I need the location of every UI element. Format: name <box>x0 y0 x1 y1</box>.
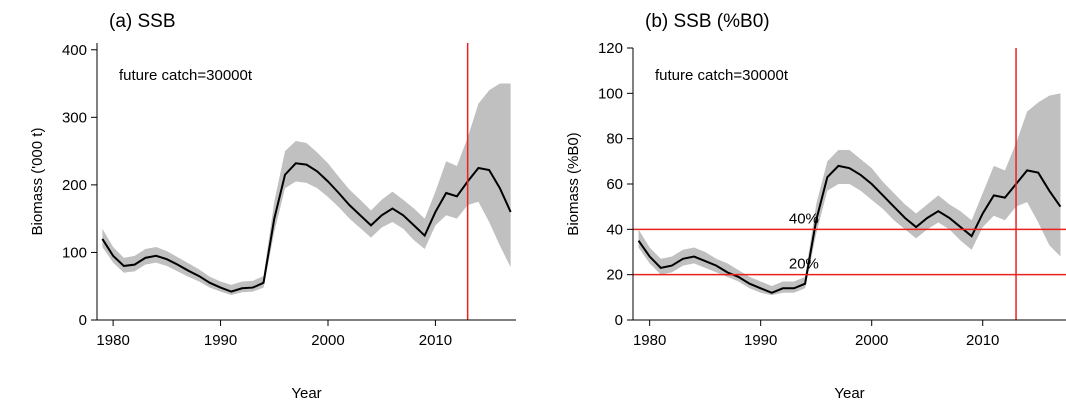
x-tick-label: 1980 <box>96 332 129 349</box>
panel: 0 100 200 300 400 1980 1990 2000 2010 (a) SSB futu… <box>29 11 516 402</box>
y-tick-label: 400 <box>62 42 87 59</box>
panel: 40% 20% 0 20 40 60 80 100 120 1980 1990 2000 2010 (b)… <box>565 11 1066 402</box>
series-line <box>637 164 1062 294</box>
y-tick-label: 40 <box>606 221 623 238</box>
y-tick-label: 120 <box>598 40 623 57</box>
y-tick-label: 100 <box>62 244 87 261</box>
y-tick-label: 100 <box>598 85 623 102</box>
uncertainty-band <box>102 83 511 296</box>
y-axis-title: Biomass ('000 t) <box>29 128 46 236</box>
reference-label: 20% <box>789 256 819 273</box>
x-tick-label: 2000 <box>311 332 344 349</box>
annotation: future catch=30000t <box>119 67 253 84</box>
y-tick-label: 60 <box>606 176 623 193</box>
x-axis-title: Year <box>291 385 321 402</box>
y-tick-label: 20 <box>606 267 623 284</box>
x-tick-label: 1980 <box>633 332 666 349</box>
y-axis-title: Biomass (%B0) <box>565 132 582 235</box>
y-tick-label: 200 <box>62 177 87 194</box>
series-line <box>101 162 512 293</box>
y-tick-label: 300 <box>62 109 87 126</box>
reference-label: 40% <box>789 210 819 227</box>
x-tick-label: 2010 <box>419 332 452 349</box>
y-tick-label: 0 <box>615 312 623 329</box>
x-axis-title: Year <box>834 385 864 402</box>
uncertainty-band <box>638 93 1061 296</box>
y-tick-label: 0 <box>79 312 87 329</box>
chart-title: (a) SSB <box>109 11 176 32</box>
y-tick-label: 80 <box>606 131 623 148</box>
x-tick-label: 1990 <box>204 332 237 349</box>
annotation: future catch=30000t <box>655 67 789 84</box>
x-tick-label: 2010 <box>966 332 999 349</box>
x-tick-label: 1990 <box>744 332 777 349</box>
chart-title: (b) SSB (%B0) <box>645 11 770 32</box>
x-tick-label: 2000 <box>855 332 888 349</box>
